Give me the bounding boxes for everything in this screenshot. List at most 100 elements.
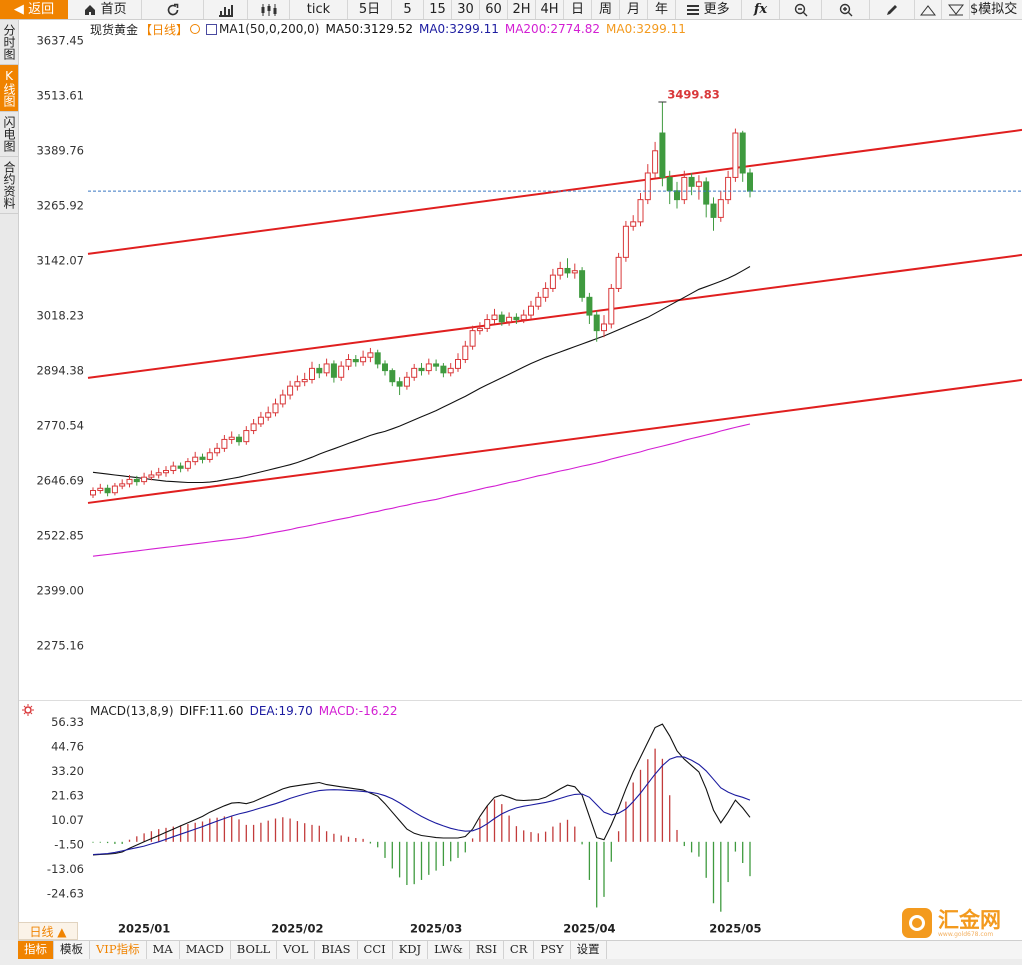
formula-button[interactable]: fx	[742, 0, 780, 19]
indicator-tab[interactable]: PSY	[534, 941, 571, 959]
home-button[interactable]: 首页	[70, 0, 142, 19]
macd-settings-icon[interactable]	[22, 704, 34, 716]
indicator-icon[interactable]	[206, 23, 218, 35]
trend-line	[87, 253, 1022, 379]
simulate-button[interactable]: $模拟交	[970, 2, 1018, 17]
indicator-tab[interactable]: CR	[504, 941, 535, 959]
period-button[interactable]: 30	[452, 0, 480, 19]
moving-average-line	[92, 266, 751, 484]
candle-body	[352, 359, 359, 363]
logo-name: 汇金网	[938, 907, 1001, 932]
indicator-tab[interactable]: LW&	[428, 941, 470, 959]
macd-line	[92, 723, 751, 856]
indicator-tab[interactable]: BIAS	[315, 941, 358, 959]
y-tick-label: 33.20	[51, 764, 84, 778]
candle-body	[206, 452, 213, 460]
candle-body	[382, 363, 388, 372]
macd-legend: MACD(13,8,9) DIFF:11.60 DEA:19.70 MACD:-16.…	[90, 703, 398, 719]
candle-body	[301, 378, 308, 383]
period-button[interactable]: 周	[592, 0, 620, 19]
x-tick-label: 2025/04	[563, 922, 615, 936]
period-icon[interactable]	[190, 24, 201, 34]
indicator-tab[interactable]: CCI	[358, 941, 393, 959]
y-tick-label: 2399.00	[36, 583, 84, 597]
indicator-tab[interactable]: BOLL	[231, 941, 278, 959]
y-tick-label: 2894.38	[36, 363, 84, 377]
candle-body	[374, 352, 381, 365]
candle-body	[126, 478, 133, 485]
indicator-tab[interactable]: VIP指标	[90, 941, 147, 959]
candle-body	[360, 356, 367, 363]
legend-item: MACD:-16.22	[318, 704, 398, 718]
period-tab[interactable]: 日线 ▲	[18, 922, 78, 940]
indicator-tab[interactable]: MA	[147, 941, 180, 959]
period-button[interactable]: 月	[620, 0, 648, 19]
period-button[interactable]: 5	[392, 0, 424, 19]
indicator-tab[interactable]: 模板	[54, 941, 90, 959]
indicator-tab[interactable]: 设置	[571, 941, 607, 959]
draw-button[interactable]	[870, 0, 915, 19]
moving-average-line	[92, 423, 751, 557]
indicator-tab[interactable]: KDJ	[393, 941, 429, 959]
back-button[interactable]: ◀ 返回	[0, 0, 68, 19]
candle-body	[396, 381, 403, 387]
candle-body	[111, 485, 118, 494]
zoom-in-button[interactable]	[822, 0, 870, 19]
logo-url: www.gold678.com	[938, 930, 994, 938]
candle-body	[717, 199, 724, 218]
more-button[interactable]: 更多	[676, 0, 742, 19]
candle-body	[462, 345, 469, 361]
candle-body	[119, 483, 126, 487]
sidebar-tab[interactable]: 分时图	[0, 20, 18, 65]
candle-body	[148, 474, 155, 478]
sidebar-tab[interactable]: 闪电图	[0, 112, 18, 157]
candle-body	[90, 490, 96, 496]
period-button[interactable]: 4H	[536, 0, 564, 19]
period-button[interactable]: 5日	[348, 0, 392, 19]
candle-body	[732, 132, 739, 178]
candle-body	[652, 150, 659, 174]
zoom-out-button[interactable]	[780, 0, 822, 19]
up-button[interactable]	[915, 0, 942, 19]
indicator-tab[interactable]: 指标	[18, 941, 54, 959]
legend-item: MA50:3129.52	[325, 22, 413, 36]
candle-body	[622, 225, 629, 258]
period-button[interactable]: 2H	[508, 0, 536, 19]
candle-style-button[interactable]	[248, 0, 290, 19]
candle-body	[688, 176, 695, 187]
candle-body	[163, 470, 169, 474]
down-button[interactable]	[942, 0, 970, 19]
candle-body	[214, 447, 221, 454]
candle-body	[484, 319, 491, 329]
toolbar: ◀ 返回 首页 tick 5日 5 15 30 60 2H 4H 日 周 月 年…	[0, 0, 1022, 20]
sidebar-tab[interactable]: 合约资料	[0, 157, 18, 214]
legend-item: MA0:3299.11	[418, 22, 499, 36]
refresh-button[interactable]	[142, 0, 204, 19]
y-tick-label: 3637.45	[36, 33, 84, 47]
y-tick-label: 2275.16	[36, 638, 84, 652]
candle-body	[601, 323, 607, 332]
legend-item: DEA:19.70	[249, 704, 313, 718]
indicator-tab[interactable]: RSI	[470, 941, 504, 959]
candle-body	[250, 423, 257, 432]
candle-body	[265, 412, 272, 418]
period-button[interactable]: 60	[480, 0, 508, 19]
period-button[interactable]: 日	[564, 0, 592, 19]
indicator-tab[interactable]: VOL	[277, 941, 316, 959]
period-button[interactable]: 年	[648, 0, 676, 19]
period-button[interactable]: 15	[424, 0, 452, 19]
indicator-tab[interactable]: MACD	[180, 941, 231, 959]
candle-body	[104, 487, 111, 494]
candle-body	[316, 367, 323, 374]
tick-button[interactable]: tick	[290, 0, 348, 19]
candle-body	[557, 267, 564, 276]
candle-body	[455, 359, 461, 369]
legend-item: MA0:3299.11	[606, 22, 686, 36]
candle-body	[330, 363, 337, 378]
y-tick-label: -24.63	[47, 886, 84, 900]
sidebar-tab[interactable]: K线图	[0, 65, 18, 112]
chart-type-button[interactable]	[204, 0, 248, 19]
candle-body	[447, 367, 454, 374]
